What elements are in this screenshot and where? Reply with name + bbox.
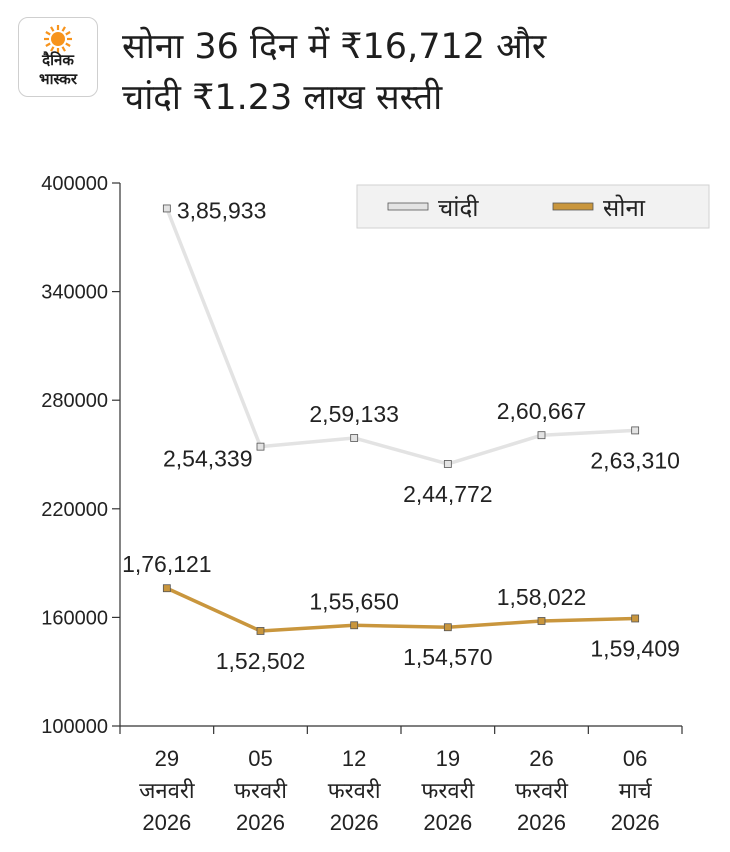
data-point-silver (443, 460, 452, 468)
logo-text-line1: दैनिक (42, 51, 74, 69)
x-tick-label: 19 (436, 746, 460, 771)
data-label-silver: 2,59,133 (309, 401, 399, 427)
series-layer: 3,85,933 2,54,339 2,59,133 2,44,772 2,60,667… (122, 197, 680, 674)
x-tick-label: 05 (248, 746, 272, 771)
data-point-gold (350, 621, 359, 630)
y-tick-label: 220000 (41, 499, 108, 521)
data-point-gold (537, 617, 546, 625)
data-label-gold: 1,59,409 (590, 635, 680, 661)
x-tick-label: फरवरी (234, 778, 287, 803)
page-title: सोना 36 दिन में ₹16,712 और चांदी ₹1.23 ल… (122, 22, 712, 124)
x-tick-label: 2026 (611, 810, 660, 835)
sun-ray (50, 26, 55, 32)
sun-icon (44, 25, 72, 53)
chart-legend: चांदी सोना (356, 184, 710, 229)
x-tick-label: 2026 (142, 810, 191, 835)
data-label-gold: 1,52,502 (216, 648, 306, 674)
sun-ray (61, 26, 66, 32)
sun-ray (65, 31, 71, 36)
data-label-silver: 2,54,339 (163, 446, 253, 472)
x-tick-label: जनवरी (139, 778, 195, 803)
x-tick-label: 12 (342, 746, 366, 771)
data-label-gold: 1,54,570 (403, 644, 493, 670)
title-line-2: चांदी ₹1.23 लाख सस्ती (122, 78, 443, 118)
data-label-gold: 1,55,650 (309, 588, 399, 614)
sun-ray (61, 46, 66, 52)
y-tick-label: 280000 (41, 390, 108, 412)
x-tick-label: 26 (529, 746, 553, 771)
legend-swatch-silver (387, 202, 429, 211)
x-tick-label: 2026 (236, 810, 285, 835)
data-point-gold (256, 627, 265, 635)
x-tick-label: 2026 (517, 810, 566, 835)
sun-ray (65, 42, 71, 47)
data-point-gold (162, 584, 171, 593)
data-label-silver: 3,85,933 (177, 197, 267, 223)
legend-label-silver: चांदी (438, 194, 479, 222)
data-point-silver (256, 442, 265, 451)
data-label-gold: 1,58,022 (497, 584, 587, 610)
data-label-silver: 2,60,667 (497, 398, 587, 424)
data-point-silver (537, 431, 546, 440)
y-tick-label: 400000 (41, 173, 108, 195)
x-tick-label: फरवरी (328, 778, 381, 803)
series-line-gold (166, 586, 636, 633)
x-axis-tick-labels: 29 जनवरी 2026 05 फरवरी 2026 12 फरवरी 2026 19 फरवरी… (139, 746, 660, 835)
data-label-silver: 2,44,772 (403, 481, 493, 507)
chart-axes (112, 182, 683, 734)
x-tick-label: फरवरी (421, 778, 474, 803)
brand-logo: दैनिक भास्कर (18, 17, 98, 97)
data-point-gold (631, 614, 640, 623)
logo-text-line2: भास्कर (39, 70, 77, 88)
x-tick-label: 06 (623, 746, 647, 771)
x-tick-label: 2026 (330, 810, 379, 835)
y-tick-label: 160000 (41, 607, 108, 629)
sun-ray (50, 46, 55, 52)
data-point-silver (162, 204, 171, 213)
title-line-1: सोना 36 दिन में ₹16,712 और (122, 27, 547, 67)
y-tick-label: 340000 (41, 282, 108, 304)
sun-ray (45, 31, 51, 36)
x-tick-label: 2026 (423, 810, 472, 835)
data-point-silver (350, 434, 359, 442)
data-label-silver: 2,63,310 (590, 447, 680, 473)
sun-disc (51, 32, 65, 46)
x-tick-label: फरवरी (515, 778, 568, 803)
data-point-gold (443, 623, 452, 632)
legend-swatch-gold (552, 202, 594, 211)
legend-label-gold: सोना (603, 194, 646, 222)
x-tick-label: 29 (155, 746, 179, 771)
series-line-silver (165, 207, 636, 466)
data-point-silver (631, 426, 640, 435)
data-label-gold: 1,76,121 (122, 551, 212, 577)
sun-rays (44, 25, 72, 53)
y-tick-label: 100000 (41, 716, 108, 738)
y-axis-tick-labels: 400000 340000 280000 220000 160000 100000 (41, 173, 108, 738)
x-tick-label: मार्च (619, 778, 653, 803)
sun-ray (45, 42, 51, 47)
